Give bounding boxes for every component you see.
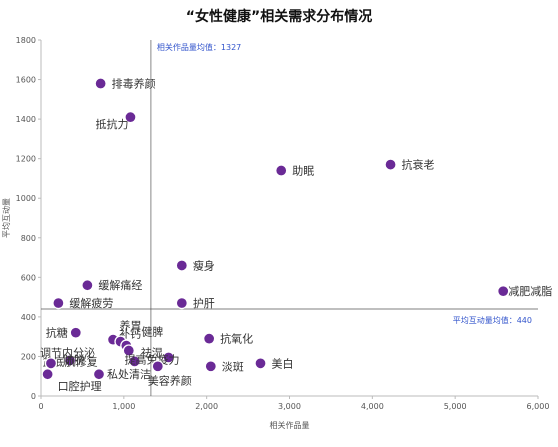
data-point (94, 77, 107, 90)
data-point (41, 368, 54, 381)
chart-title: “女性健康”相关需求分布情况 (185, 9, 373, 25)
y-tick-label: 1400 (16, 115, 36, 124)
point-label: 减肥减脂 (508, 284, 552, 298)
y-tick-label: 800 (21, 234, 36, 243)
data-point (124, 110, 137, 124)
data-point (384, 158, 397, 171)
point-label: 护肝 (193, 296, 215, 310)
data-point (175, 259, 188, 272)
y-tick-label: 1800 (16, 36, 36, 45)
data-point (69, 326, 82, 339)
point-label: 美白 (272, 356, 294, 370)
point-label: 助眠 (292, 164, 314, 178)
point-label: 提高免疫力 (125, 352, 180, 366)
x-tick-label: 0 (38, 402, 43, 411)
point-label: 淡斑 (222, 360, 244, 373)
y-axis-label: 平均互动量 (1, 198, 11, 238)
point-label: 养胃 (120, 319, 142, 333)
data-point (497, 285, 510, 298)
x-axis-label: 相关作品量 (270, 420, 310, 430)
data-point (92, 368, 106, 381)
data-point (81, 279, 94, 292)
data-point (122, 344, 135, 357)
x-tick-label: 4,000 (361, 402, 384, 411)
point-label: 美容养颜 (148, 373, 192, 387)
x-tick-label: 2,000 (195, 402, 218, 411)
y-mean-label: 平均互动量均值：440 (453, 315, 532, 325)
data-point (203, 332, 216, 345)
data-point (63, 354, 77, 367)
y-tick-label: 400 (21, 313, 36, 322)
data-point (128, 355, 141, 368)
y-tick-label: 0 (31, 392, 36, 401)
data-point (151, 360, 164, 373)
point-label: 祛湿 (141, 346, 163, 360)
point-label: 防脱 (63, 352, 85, 366)
data-point (175, 296, 188, 310)
data-point (254, 357, 267, 370)
y-tick-label: 1600 (16, 76, 36, 85)
data-point (52, 296, 65, 310)
data-point (204, 360, 217, 373)
point-label: 瘦身 (193, 258, 215, 272)
x-tick-label: 1,000 (112, 402, 135, 411)
point-label: 缓解痛经 (98, 278, 142, 292)
point-label: 抗衰老 (402, 158, 435, 172)
x-mean-label: 相关作品量均值：1327 (157, 42, 241, 52)
x-tick-label: 3,000 (278, 402, 301, 411)
point-label: 健脾 (141, 325, 163, 339)
point-label: 口腔护理 (58, 379, 102, 393)
point-label: 抗氧化 (220, 332, 253, 346)
y-tick-label: 1000 (16, 194, 36, 203)
point-label: 私处清洁 (107, 368, 151, 381)
y-tick-label: 1200 (16, 155, 36, 164)
y-tick-label: 200 (21, 352, 36, 361)
point-label: 缓解疲劳 (69, 296, 113, 310)
point-label: 抵抗力 (95, 117, 128, 131)
data-point (162, 351, 175, 364)
data-point (275, 164, 288, 177)
x-tick-label: 6,000 (527, 402, 550, 411)
data-point (44, 357, 58, 370)
point-label: 调节内分泌 (40, 345, 95, 359)
x-tick-label: 5,000 (444, 402, 467, 411)
point-label: 抗糖 (46, 326, 68, 340)
y-tick-label: 600 (21, 273, 36, 282)
point-label: 排毒养颜 (112, 77, 156, 91)
